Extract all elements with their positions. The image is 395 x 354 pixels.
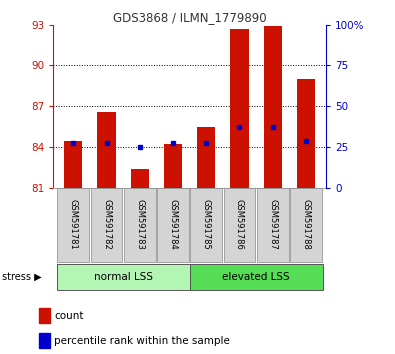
Bar	[131, 169, 149, 188]
Bar	[297, 79, 315, 188]
FancyBboxPatch shape	[124, 188, 156, 262]
Bar	[97, 112, 116, 188]
FancyBboxPatch shape	[157, 188, 189, 262]
FancyBboxPatch shape	[57, 188, 89, 262]
Bar	[164, 144, 182, 188]
Text: elevated LSS: elevated LSS	[222, 272, 290, 282]
Text: GSM591785: GSM591785	[202, 199, 211, 250]
FancyBboxPatch shape	[190, 264, 323, 290]
Text: count: count	[54, 311, 83, 321]
Bar	[40, 333, 50, 348]
Bar	[197, 127, 215, 188]
Text: GSM591783: GSM591783	[135, 199, 144, 250]
Text: stress ▶: stress ▶	[2, 272, 41, 282]
Bar	[64, 142, 83, 188]
Text: GSM591784: GSM591784	[169, 199, 177, 250]
Bar	[263, 26, 282, 188]
FancyBboxPatch shape	[90, 188, 122, 262]
Text: GSM591786: GSM591786	[235, 199, 244, 250]
Text: GSM591781: GSM591781	[69, 199, 78, 250]
Text: GSM591787: GSM591787	[268, 199, 277, 250]
Text: normal LSS: normal LSS	[94, 272, 152, 282]
Title: GDS3868 / ILMN_1779890: GDS3868 / ILMN_1779890	[113, 11, 266, 24]
FancyBboxPatch shape	[257, 188, 289, 262]
FancyBboxPatch shape	[224, 188, 256, 262]
Bar	[230, 29, 248, 188]
Text: percentile rank within the sample: percentile rank within the sample	[54, 336, 230, 346]
FancyBboxPatch shape	[56, 264, 190, 290]
FancyBboxPatch shape	[190, 188, 222, 262]
Bar	[40, 308, 50, 323]
Text: GSM591782: GSM591782	[102, 199, 111, 250]
FancyBboxPatch shape	[290, 188, 322, 262]
Text: GSM591788: GSM591788	[301, 199, 310, 250]
